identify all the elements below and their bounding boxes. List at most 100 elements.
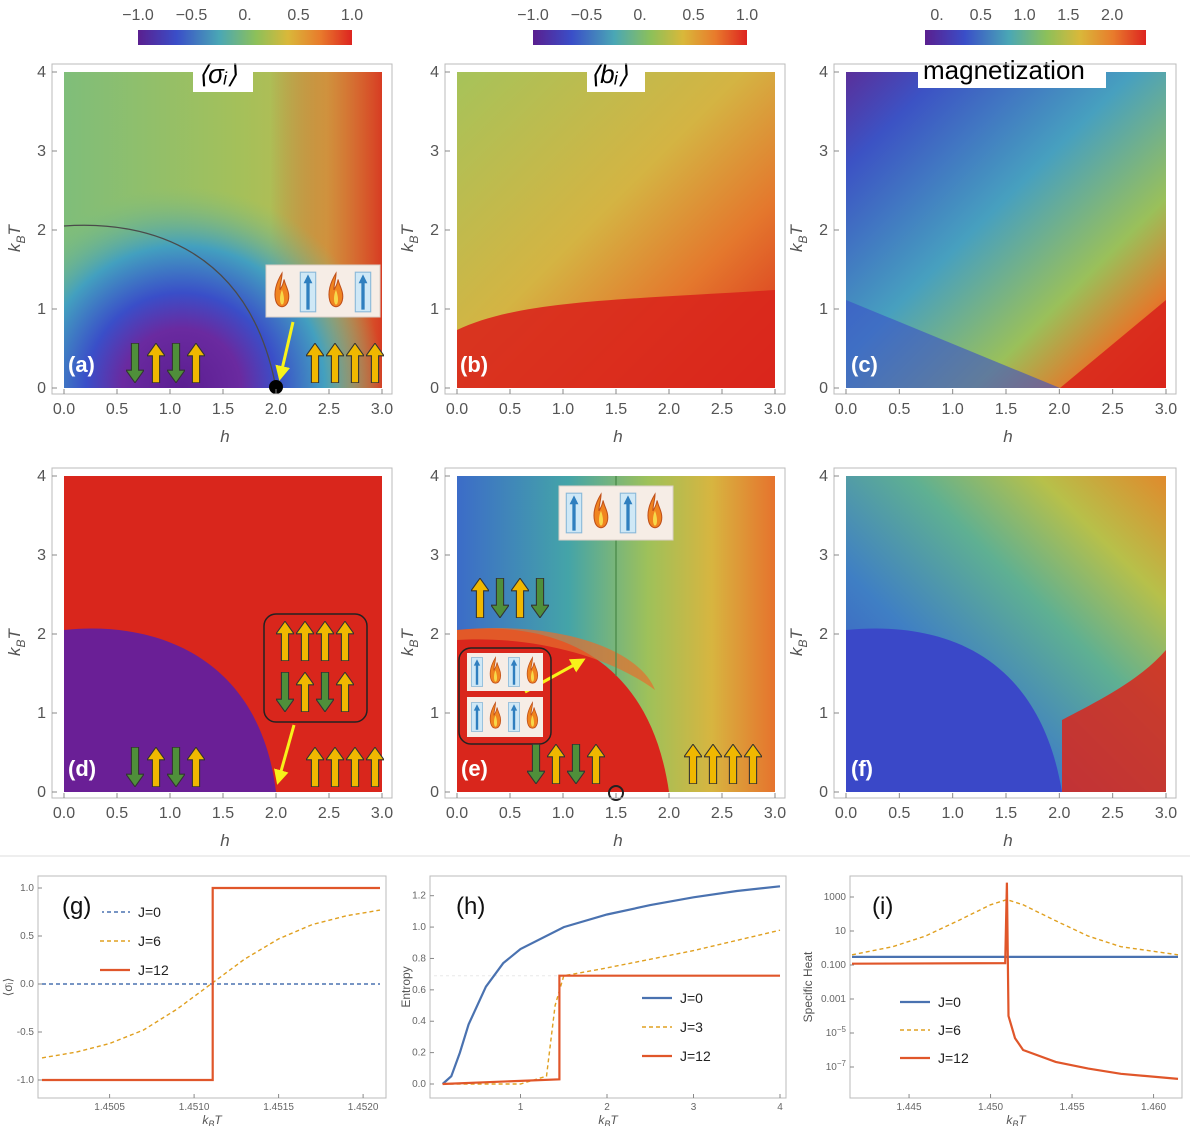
x-tick-label: 4: [777, 1102, 783, 1113]
panel-label: (g): [62, 893, 91, 920]
x-tick-label: 3.0: [764, 805, 786, 822]
x-axis-title: kBT: [598, 1113, 619, 1126]
x-axis-title: h: [613, 427, 622, 446]
colorbar-tick: 0.: [633, 7, 646, 24]
x-axis-title: h: [1003, 427, 1012, 446]
axes-frame: [833, 467, 1177, 799]
y-tick-label: 0.8: [412, 953, 426, 964]
plot-g: 1.4505 1.4510 1.4515 1.4520 1.0 0.5 0.0 -0.5 -1.…: [1, 875, 387, 1129]
marked-point-e: [608, 785, 624, 801]
colorbar-tick: 0.5: [970, 7, 992, 24]
colorbar-2: [533, 30, 747, 45]
x-tick-label: 1.0: [159, 401, 181, 418]
colorbar-tick: 0.: [238, 7, 251, 24]
x-tick-label: 0.0: [835, 401, 857, 418]
title-box-a: [193, 54, 253, 92]
axes-frame: [51, 467, 393, 799]
x-tick-label: 1.445: [897, 1102, 922, 1113]
y-axis-title: kBT: [5, 223, 28, 252]
x-axis-title: h: [1003, 831, 1012, 850]
x-tick-label: 1.5: [995, 805, 1017, 822]
x-tick-label: 1.4515: [263, 1102, 294, 1113]
pointer-a: [275, 321, 295, 381]
colorbar-tick: 1.0: [736, 7, 758, 24]
x-tick-label: 2.5: [318, 805, 340, 822]
critical-point-a: [269, 380, 283, 394]
y-tick-label: 1000: [824, 892, 847, 903]
title-box-b: [587, 54, 645, 92]
y-tick-label: 0.5: [20, 931, 34, 942]
y-tick-label: 0.2: [412, 1048, 426, 1059]
x-tick-label: 1.0: [159, 805, 181, 822]
legend-label: J=12: [680, 1048, 711, 1064]
colorbar-tick: −0.5: [176, 7, 208, 24]
legend-label: J=0: [680, 990, 703, 1006]
x-tick-label: 2.5: [1102, 401, 1124, 418]
legend-label: J=6: [938, 1022, 961, 1038]
x-tick-label: 1.5: [605, 805, 627, 822]
y-tick-label: 2: [430, 626, 439, 643]
y-tick-label: 4: [819, 468, 828, 485]
spin-box-e: [458, 647, 552, 745]
axes-frame: [51, 63, 393, 395]
y-tick-label: 4: [430, 64, 439, 81]
x-axis-title: kBT: [1006, 1113, 1027, 1126]
x-tick-label: 0.0: [446, 805, 468, 822]
y-tick-label: 2: [819, 626, 828, 643]
y-tick-label: 1.2: [412, 891, 426, 902]
y-tick-label: 0.4: [412, 1016, 426, 1027]
title-box-c: [918, 54, 1106, 88]
y-tick-label: 0.6: [412, 985, 426, 996]
plot-h: 1 2 3 4 1.2 1.0 0.8 0.6 0.4 0.2 0.0 kBT Entropy J=0 J=…: [399, 875, 787, 1129]
y-tick-label: 0: [819, 380, 828, 397]
colorbar-tick: 0.5: [682, 7, 704, 24]
colorbar-tick: 0.: [930, 7, 943, 24]
y-tick-label: -1.0: [17, 1075, 35, 1086]
panel-label-f: (f): [851, 756, 873, 781]
y-tick-label: 0: [819, 784, 828, 801]
series-line-J=6: [851, 898, 1179, 956]
x-tick-label: 2.5: [318, 401, 340, 418]
panel-c-fan: [1060, 300, 1166, 388]
x-tick-label: 2.0: [265, 401, 287, 418]
y-tick-label: 4: [819, 64, 828, 81]
x-tick-label: 2: [604, 1102, 610, 1113]
y-axis-title: kBT: [398, 627, 421, 656]
legend-label: J=12: [138, 962, 169, 978]
panel-label-box: [868, 888, 912, 922]
title-c: magnetization: [923, 55, 1085, 85]
y-axis-title: kBT: [398, 223, 421, 252]
x-tick-label: 1.0: [552, 401, 574, 418]
colorbars: −1.0 −0.5 0. 0.5 1.0 −1.0 −0.5 0. 0.5 1.0 0. 0.5 1.0…: [122, 7, 1146, 45]
y-tick-label: 1.0: [412, 922, 426, 933]
panel-label-box: [452, 888, 496, 922]
x-tick-label: 1.5: [212, 401, 234, 418]
series-line-J=3: [442, 929, 781, 1085]
panel-a: (a) ⟨σᵢ⟩: [63, 54, 384, 394]
x-tick-label: 1.5: [995, 401, 1017, 418]
x-tick-label: 1.0: [942, 805, 964, 822]
x-tick-label: 1.455: [1060, 1102, 1085, 1113]
x-tick-label: 0.0: [446, 401, 468, 418]
series-line-J=12: [851, 882, 1179, 1080]
x-tick-label: 0.5: [499, 401, 521, 418]
x-tick-label: 0.5: [499, 805, 521, 822]
x-tick-label: 1.450: [978, 1102, 1003, 1113]
x-tick-label: 2.5: [711, 401, 733, 418]
x-tick-label: 1.0: [552, 805, 574, 822]
panel-label-b: (b): [460, 352, 488, 377]
x-tick-label: 0.5: [106, 401, 128, 418]
panel-d-ordered-phase: [64, 628, 276, 792]
legend-label: J=12: [938, 1050, 969, 1066]
x-tick-label: 1.5: [605, 401, 627, 418]
panel-label: (h): [456, 893, 485, 920]
colorbar-tick: 1.0: [1013, 7, 1035, 24]
x-tick-label: 3.0: [1155, 805, 1177, 822]
y-axis-title: kBT: [787, 223, 810, 252]
phase-boundary-a: [63, 224, 277, 389]
y-tick-label: 1: [37, 705, 46, 722]
panel-f: (f): [846, 476, 1166, 792]
panel-b: (b) ⟨bᵢ⟩: [457, 54, 775, 388]
y-tick-label: -0.5: [17, 1027, 35, 1038]
x-tick-label: 2.0: [658, 805, 680, 822]
